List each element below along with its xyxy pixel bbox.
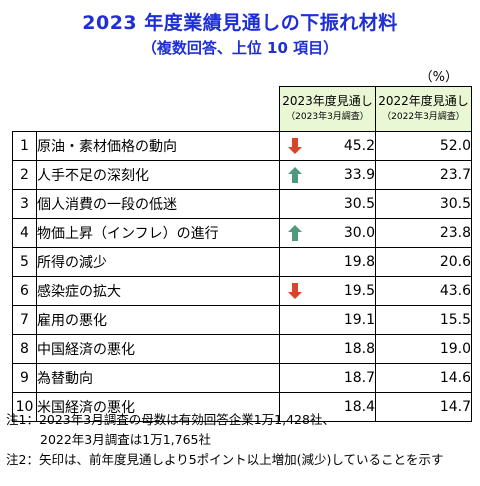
row-value-2023: 33.9 (279, 160, 376, 190)
row-value-2023-text: 19.1 (343, 312, 375, 328)
row-value-2023-text: 19.5 (343, 283, 375, 299)
note-1-line-2: 2022年3月調査は1万1,765社 (40, 432, 212, 447)
header-2023-main: 2023年度見通し (282, 94, 373, 109)
row-value-2023: 30.5 (279, 189, 376, 219)
row-value-2022: 43.6 (375, 276, 472, 306)
row-value-2022: 19.0 (375, 334, 472, 364)
note-2: 注2：矢印は、前年度見通しより5ポイント以上増加(減少)していることを示す (6, 452, 444, 467)
table-row: 3 個人消費の一段の低迷 30.5 30.5 (12, 189, 472, 219)
row-rank: 2 (12, 160, 37, 190)
row-label: 原油・素材価格の動向 (36, 131, 280, 161)
arrow-up-icon (288, 225, 302, 241)
row-rank: 8 (12, 334, 37, 364)
arrow-down-icon (288, 138, 302, 154)
note-1-line-1: 注1：2023年3月調査の母数は有効回答企業1万1,428社、 (6, 412, 335, 427)
row-label: 感染症の拡大 (36, 276, 280, 306)
arrow-up-icon (288, 167, 302, 183)
arrow-down-icon (288, 283, 302, 299)
table-row: 1 原油・素材価格の動向 45.2 52.0 (12, 131, 472, 161)
row-rank: 5 (12, 247, 37, 277)
table-row: 2 人手不足の深刻化 33.9 23.7 (12, 160, 472, 190)
results-table: 2023年度見通し （2023年3月調査） 2022年度見通し （2022年3月… (12, 86, 472, 422)
row-value-2023-text: 18.7 (343, 370, 375, 386)
row-value-2023-text: 33.9 (343, 167, 375, 183)
table-row: 8 中国経済の悪化 18.8 19.0 (12, 334, 472, 364)
row-value-2022: 23.8 (375, 218, 472, 248)
table-body: 1 原油・素材価格の動向 45.2 52.0 2 人手不足の深刻化 33.9 23.7 3 個人消… (12, 131, 472, 422)
header-2023-sub: （2023年3月調査） (286, 112, 369, 123)
row-label: 個人消費の一段の低迷 (36, 189, 280, 219)
row-label: 中国経済の悪化 (36, 334, 280, 364)
notes: 注1：2023年3月調査の母数は有効回答企業1万1,428社、 2022年3月調… (6, 410, 444, 470)
row-rank: 3 (12, 189, 37, 219)
header-blank-label (36, 86, 280, 132)
page-subtitle: （複数回答、上位 10 項目） (141, 39, 339, 57)
row-label: 人手不足の深刻化 (36, 160, 280, 190)
table-row: 7 雇用の悪化 19.1 15.5 (12, 305, 472, 335)
row-value-2022: 14.6 (375, 363, 472, 393)
row-label: 物価上昇（インフレ）の進行 (36, 218, 280, 248)
table-row: 10 米国経済の悪化 18.4 14.7 (12, 392, 472, 422)
row-rank: 7 (12, 305, 37, 335)
header-blank-rank (12, 86, 37, 132)
row-rank: 4 (12, 218, 37, 248)
unit-label: （%） (419, 70, 458, 85)
row-value-2023-text: 19.8 (343, 254, 375, 270)
row-label: 米国経済の悪化 (36, 392, 280, 422)
row-value-2022: 52.0 (375, 131, 472, 161)
table-row: 5 所得の減少 19.8 20.6 (12, 247, 472, 277)
row-value-2023-text: 30.5 (343, 196, 375, 212)
table-row: 9 為替動向 18.7 14.6 (12, 363, 472, 393)
header-2023: 2023年度見通し （2023年3月調査） (279, 86, 376, 132)
table-header-row: 2023年度見通し （2023年3月調査） 2022年度見通し （2022年3月… (12, 86, 472, 132)
row-value-2023: 30.0 (279, 218, 376, 248)
row-value-2022: 14.7 (375, 392, 472, 422)
page-title: 2023 年度業績見通しの下振れ材料 (82, 12, 398, 34)
row-value-2022: 20.6 (375, 247, 472, 277)
header-2022-main: 2022年度見通し (378, 94, 469, 109)
row-value-2023-text: 18.4 (343, 399, 375, 415)
table-row: 4 物価上昇（インフレ）の進行 30.0 23.8 (12, 218, 472, 248)
row-value-2023: 19.5 (279, 276, 376, 306)
row-label: 為替動向 (36, 363, 280, 393)
row-value-2023: 19.8 (279, 247, 376, 277)
header-2022: 2022年度見通し （2022年3月調査） (375, 86, 472, 132)
row-rank: 1 (12, 131, 37, 161)
row-value-2023-text: 45.2 (343, 138, 375, 154)
row-value-2023-text: 30.0 (343, 225, 375, 241)
row-label: 所得の減少 (36, 247, 280, 277)
row-value-2022: 30.5 (375, 189, 472, 219)
row-value-2023: 19.1 (279, 305, 376, 335)
row-value-2022: 23.7 (375, 160, 472, 190)
row-value-2023-text: 18.8 (343, 341, 375, 357)
row-rank: 6 (12, 276, 37, 306)
row-rank: 10 (12, 392, 37, 422)
table-row: 6 感染症の拡大 19.5 43.6 (12, 276, 472, 306)
row-value-2023: 18.7 (279, 363, 376, 393)
row-rank: 9 (12, 363, 37, 393)
row-value-2022: 15.5 (375, 305, 472, 335)
row-value-2023: 18.8 (279, 334, 376, 364)
header-2022-sub: （2022年3月調査） (382, 112, 465, 123)
row-label: 雇用の悪化 (36, 305, 280, 335)
row-value-2023: 18.4 (279, 392, 376, 422)
row-value-2023: 45.2 (279, 131, 376, 161)
